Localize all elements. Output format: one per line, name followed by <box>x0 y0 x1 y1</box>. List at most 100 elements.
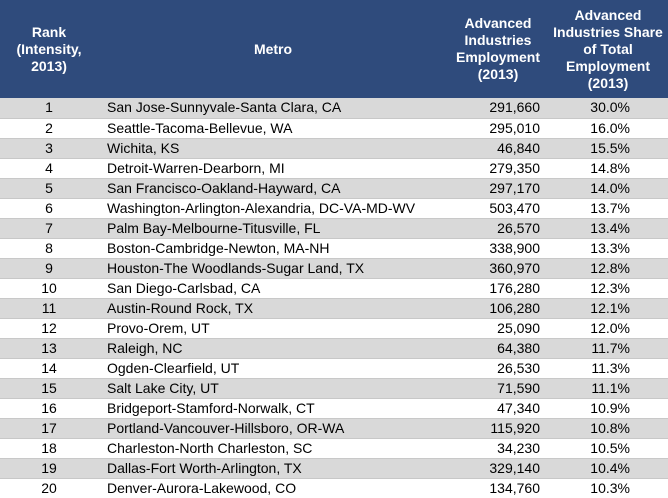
table-row: 3 Wichita, KS 46,840 15.5% <box>0 138 668 159</box>
table-row: 15 Salt Lake City, UT 71,590 11.1% <box>0 378 668 399</box>
table-row: 10 San Diego-Carlsbad, CA 176,280 12.3% <box>0 278 668 299</box>
table-row: 18 Charleston-North Charleston, SC 34,230 1… <box>0 438 668 459</box>
table-cell: 115,920 <box>448 418 548 439</box>
table-row: 11 Austin-Round Rock, TX 106,280 12.1% <box>0 298 668 319</box>
table-row: 19 Dallas-Fort Worth-Arlington, TX 329,140… <box>0 458 668 479</box>
table-cell: 291,660 <box>448 98 548 119</box>
table-cell: 13.3% <box>548 238 668 259</box>
table-cell: San Francisco-Oakland-Hayward, CA <box>98 178 448 199</box>
table-cell: Dallas-Fort Worth-Arlington, TX <box>98 458 448 479</box>
table-cell: Austin-Round Rock, TX <box>98 298 448 319</box>
table-cell: 12.3% <box>548 278 668 299</box>
table-row: 8 Boston-Cambridge-Newton, MA-NH 338,900 13… <box>0 238 668 259</box>
table-cell: 295,010 <box>448 118 548 139</box>
table-cell: 3 <box>0 138 98 159</box>
table-cell: 2 <box>0 118 98 139</box>
table-row: 1 San Jose-Sunnyvale-Santa Clara, CA 291,6… <box>0 98 668 119</box>
table-cell: Boston-Cambridge-Newton, MA-NH <box>98 238 448 259</box>
table-cell: 360,970 <box>448 258 548 279</box>
table-cell: Charleston-North Charleston, SC <box>98 438 448 459</box>
table-cell: 6 <box>0 198 98 219</box>
table-cell: 11 <box>0 298 98 319</box>
table-row: 5 San Francisco-Oakland-Hayward, CA 297,17… <box>0 178 668 199</box>
table-body: 1 San Jose-Sunnyvale-Santa Clara, CA 291,6… <box>0 98 668 498</box>
table-cell: 134,760 <box>448 478 548 498</box>
table-cell: 18 <box>0 438 98 459</box>
table-cell: 14.0% <box>548 178 668 199</box>
column-header: Rank (Intensity, 2013) <box>0 0 98 98</box>
table-cell: Provo-Orem, UT <box>98 318 448 339</box>
table-cell: Bridgeport-Stamford-Norwalk, CT <box>98 398 448 419</box>
table-row: 4 Detroit-Warren-Dearborn, MI 279,350 14.8% <box>0 158 668 179</box>
table-cell: 9 <box>0 258 98 279</box>
table-cell: Raleigh, NC <box>98 338 448 359</box>
table-cell: 15 <box>0 378 98 399</box>
table-cell: 297,170 <box>448 178 548 199</box>
table-cell: Wichita, KS <box>98 138 448 159</box>
table-cell: 17 <box>0 418 98 439</box>
table-cell: 338,900 <box>448 238 548 259</box>
table-cell: 34,230 <box>448 438 548 459</box>
table-cell: Ogden-Clearfield, UT <box>98 358 448 379</box>
table-cell: 10.4% <box>548 458 668 479</box>
table-cell: San Diego-Carlsbad, CA <box>98 278 448 299</box>
table-cell: 26,570 <box>448 218 548 239</box>
table-cell: 14.8% <box>548 158 668 179</box>
table-cell: Portland-Vancouver-Hillsboro, OR-WA <box>98 418 448 439</box>
table-cell: Washington-Arlington-Alexandria, DC-VA-M… <box>98 198 448 219</box>
table-cell: 10.9% <box>548 398 668 419</box>
table-cell: 7 <box>0 218 98 239</box>
column-header: Advanced Industries Share of Total Emplo… <box>548 0 668 98</box>
table-cell: 4 <box>0 158 98 179</box>
table-cell: San Jose-Sunnyvale-Santa Clara, CA <box>98 98 448 119</box>
table-row: 9 Houston-The Woodlands-Sugar Land, TX 360… <box>0 258 668 279</box>
column-header: Metro <box>98 0 448 98</box>
table-cell: 5 <box>0 178 98 199</box>
table-cell: 19 <box>0 458 98 479</box>
table-cell: 10 <box>0 278 98 299</box>
header-row: Rank (Intensity, 2013) Metro Advanced Indu… <box>0 0 668 98</box>
table-cell: Palm Bay-Melbourne-Titusville, FL <box>98 218 448 239</box>
table-cell: Detroit-Warren-Dearborn, MI <box>98 158 448 179</box>
table-row: 2 Seattle-Tacoma-Bellevue, WA 295,010 16.0% <box>0 118 668 139</box>
table-row: 14 Ogden-Clearfield, UT 26,530 11.3% <box>0 358 668 379</box>
table-cell: 11.3% <box>548 358 668 379</box>
table-cell: 13 <box>0 338 98 359</box>
table-cell: 10.5% <box>548 438 668 459</box>
table-cell: 10.8% <box>548 418 668 439</box>
table-cell: 12.1% <box>548 298 668 319</box>
table-cell: 13.4% <box>548 218 668 239</box>
table-cell: 46,840 <box>448 138 548 159</box>
table-row: 16 Bridgeport-Stamford-Norwalk, CT 47,340 1… <box>0 398 668 419</box>
table-cell: Seattle-Tacoma-Bellevue, WA <box>98 118 448 139</box>
table-cell: 71,590 <box>448 378 548 399</box>
table-row: 6 Washington-Arlington-Alexandria, DC-VA-… <box>0 198 668 219</box>
column-header: Advanced Industries Employment (2013) <box>448 0 548 98</box>
table-row: 13 Raleigh, NC 64,380 11.7% <box>0 338 668 359</box>
table-cell: 64,380 <box>448 338 548 359</box>
table-cell: 47,340 <box>448 398 548 419</box>
table-cell: 15.5% <box>548 138 668 159</box>
table-cell: 8 <box>0 238 98 259</box>
table-row: 12 Provo-Orem, UT 25,090 12.0% <box>0 318 668 339</box>
table-cell: 11.1% <box>548 378 668 399</box>
table-cell: 503,470 <box>448 198 548 219</box>
table-cell: 13.7% <box>548 198 668 219</box>
table-cell: 11.7% <box>548 338 668 359</box>
table-cell: 16.0% <box>548 118 668 139</box>
table-cell: 14 <box>0 358 98 379</box>
table-cell: 106,280 <box>448 298 548 319</box>
table-cell: 1 <box>0 98 98 119</box>
table-cell: Salt Lake City, UT <box>98 378 448 399</box>
table-cell: 30.0% <box>548 98 668 119</box>
table-cell: Denver-Aurora-Lakewood, CO <box>98 478 448 498</box>
table-row: 17 Portland-Vancouver-Hillsboro, OR-WA 115… <box>0 418 668 439</box>
table-cell: 279,350 <box>448 158 548 179</box>
table-cell: 329,140 <box>448 458 548 479</box>
table-cell: 20 <box>0 478 98 498</box>
table-cell: 12 <box>0 318 98 339</box>
table-cell: 16 <box>0 398 98 419</box>
table-row: 20 Denver-Aurora-Lakewood, CO 134,760 10.3% <box>0 478 668 498</box>
